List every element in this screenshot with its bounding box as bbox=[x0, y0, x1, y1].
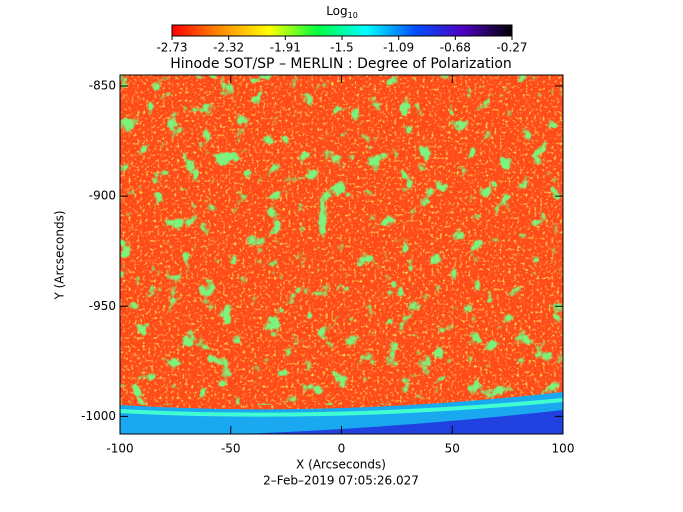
colorbar-tick-label: -0.27 bbox=[496, 41, 527, 55]
colorbar-tick-label: -1.09 bbox=[383, 41, 414, 55]
solar-image bbox=[120, 75, 563, 434]
colorbar-tick-label: -2.73 bbox=[156, 41, 187, 55]
y-tick-label: -950 bbox=[89, 299, 116, 313]
colorbar-tick-label: -1.91 bbox=[270, 41, 301, 55]
x-tick-label: 100 bbox=[552, 442, 575, 456]
colorbar bbox=[171, 24, 513, 37]
chart-title: Hinode SOT/SP – MERLIN : Degree of Polar… bbox=[170, 56, 512, 72]
footer: 2–Feb–2019 07:05:26.027 bbox=[263, 474, 419, 488]
x-tick-label: 50 bbox=[445, 442, 460, 456]
x-axis-label: X (Arcseconds) bbox=[296, 458, 386, 472]
x-tick-label: -50 bbox=[221, 442, 241, 456]
x-tick-label: 0 bbox=[338, 442, 346, 456]
y-tick-label: -1000 bbox=[81, 409, 116, 423]
colorbar-tick-label: -0.68 bbox=[440, 41, 471, 55]
y-axis-label: Y (Arcseconds) bbox=[53, 210, 67, 300]
y-tick-label: -900 bbox=[89, 189, 116, 203]
colorbar-tick-label: -1.5 bbox=[330, 41, 353, 55]
y-tick-label: -850 bbox=[89, 79, 116, 93]
colorbar-tick-label: -2.32 bbox=[213, 41, 244, 55]
x-tick-label: -100 bbox=[106, 442, 133, 456]
colorbar-label: Log10 bbox=[326, 4, 358, 20]
